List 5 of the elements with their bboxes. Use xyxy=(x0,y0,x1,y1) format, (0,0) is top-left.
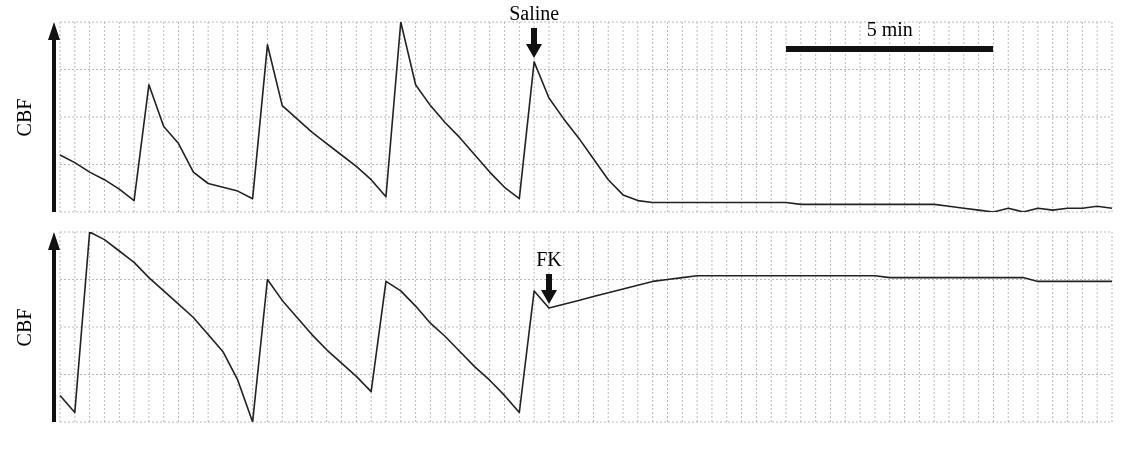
annotation: 5 min xyxy=(865,18,914,41)
y-axis-title: CBF xyxy=(13,98,37,136)
annotation: FK xyxy=(535,248,563,271)
y-axis-title: CBF xyxy=(13,308,37,346)
annotation: Saline xyxy=(508,1,561,25)
